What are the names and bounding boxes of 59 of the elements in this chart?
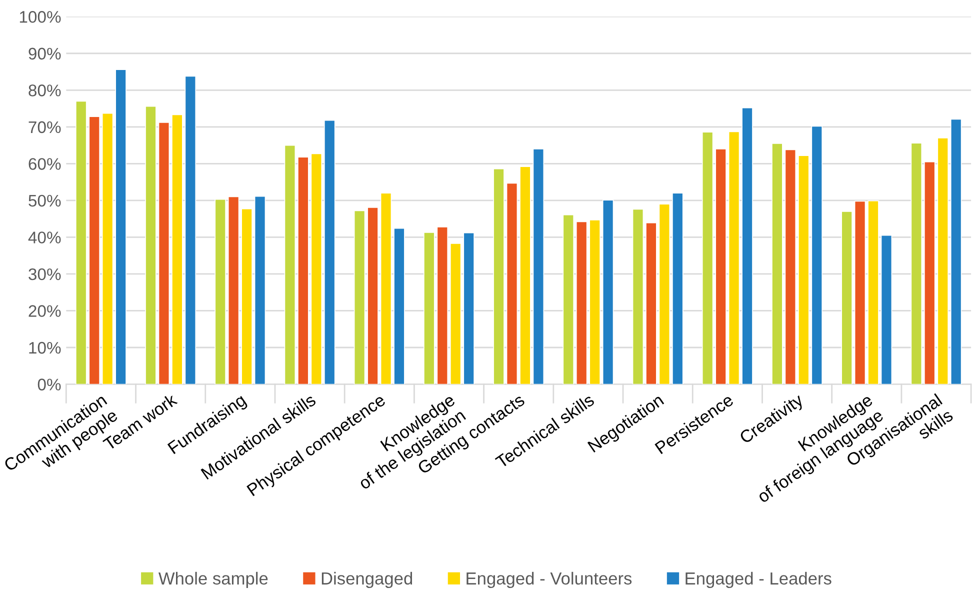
legend-label: Engaged - Leaders: [686, 572, 832, 588]
bar: [436, 226, 448, 384]
bar: [742, 107, 753, 384]
bar: [354, 210, 366, 384]
bar: [520, 166, 531, 384]
y-tick-label: 30%: [28, 268, 61, 280]
bar: [115, 69, 126, 384]
bar: [506, 182, 518, 384]
bar: [784, 149, 796, 384]
bar: [589, 220, 600, 384]
bar: [658, 204, 670, 384]
bar: [254, 196, 266, 384]
bar: [310, 153, 322, 384]
legend-label: Whole sample: [158, 572, 268, 588]
y-tick-label: 60%: [28, 158, 61, 170]
bar: [172, 114, 183, 384]
bar: [702, 132, 714, 384]
bar: [324, 120, 336, 384]
bar: [868, 200, 879, 384]
bar: [102, 112, 114, 384]
bar: [214, 198, 226, 384]
bar: [424, 232, 435, 384]
y-tick-label: 40%: [28, 232, 61, 244]
legend-label: Engaged - Volunteers: [466, 572, 632, 588]
bar: [394, 228, 405, 384]
bar: [646, 222, 657, 384]
bar: [950, 118, 962, 384]
y-tick-label: 10%: [29, 342, 61, 354]
bar: [602, 200, 614, 384]
y-tick-label: 70%: [28, 121, 61, 134]
bar: [772, 143, 783, 384]
bar: [184, 76, 196, 384]
y-tick-label: 0%: [38, 378, 61, 390]
bar: [241, 208, 252, 384]
bar: [576, 221, 588, 384]
bar: [493, 168, 504, 384]
bar: [158, 122, 170, 384]
y-tick-label: 80%: [28, 84, 61, 96]
legend-label: Disengaged: [322, 572, 412, 588]
bar: [632, 208, 644, 384]
bar: [380, 192, 392, 384]
bar: [532, 148, 544, 384]
y-tick-label: 100%: [20, 11, 61, 23]
bar: [145, 106, 156, 384]
y-tick-label: 50%: [28, 194, 61, 207]
bar: [672, 192, 684, 384]
bar: [228, 196, 240, 384]
y-tick-label: 90%: [28, 48, 61, 60]
bar: [910, 142, 922, 384]
bar: [298, 156, 309, 384]
bar: [562, 214, 574, 384]
bar: [854, 200, 866, 384]
bar: [841, 211, 852, 384]
bar: [728, 131, 740, 384]
bar: [715, 148, 726, 384]
bar: [367, 207, 378, 384]
y-tick-label: 20%: [28, 305, 61, 317]
bar: [880, 234, 892, 384]
bar: [284, 144, 296, 384]
